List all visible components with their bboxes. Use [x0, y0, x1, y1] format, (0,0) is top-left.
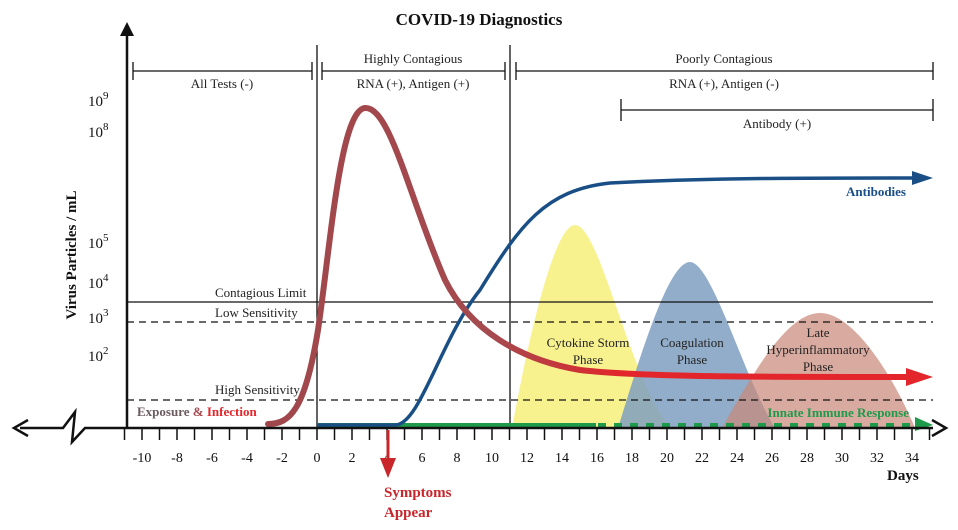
antibodies-arrowhead — [912, 171, 933, 185]
poorly-contagious-tests-label: RNA (+), Antigen (-) — [669, 76, 779, 91]
y-tick-base: 10 — [88, 311, 103, 327]
x-axis-left-arrowhead — [11, 418, 29, 438]
y-tick-base: 10 — [88, 236, 103, 252]
late-phase-label-2: Hyperinflammatory — [766, 342, 870, 357]
low-sensitivity-label: Low Sensitivity — [215, 305, 298, 320]
viral-load-curve — [265, 105, 913, 427]
x-tick-label: -8 — [171, 451, 183, 466]
late-phase-label-1: Late — [806, 325, 829, 340]
symptoms-arrowhead — [380, 458, 396, 478]
y-tick-exponent: 9 — [103, 90, 109, 102]
coagulation-phase-label-2: Phase — [677, 352, 708, 367]
x-tick-label: 6 — [419, 451, 426, 466]
innate-response-label: Innate Immune Response — [767, 405, 909, 420]
x-tick-label: -4 — [241, 451, 253, 466]
coagulation-phase-area — [618, 262, 775, 428]
y-tick-base: 10 — [88, 94, 103, 110]
high-sensitivity-label: High Sensitivity — [215, 382, 300, 397]
x-tick-label: 10 — [485, 451, 499, 466]
x-axis — [20, 407, 933, 446]
x-tick-label: -10 — [133, 451, 152, 466]
y-tick-label: 108 — [88, 121, 109, 141]
exposure-text: Exposure — [137, 404, 190, 419]
y-tick-exponent: 4 — [103, 272, 109, 284]
infection-text: Infection — [207, 404, 258, 419]
poorly-contagious-label: Poorly Contagious — [675, 51, 772, 66]
x-tick-label: 24 — [730, 451, 744, 466]
x-tick-label: 8 — [454, 451, 461, 466]
x-tick-label: 16 — [590, 451, 604, 466]
y-tick-exponent: 2 — [103, 345, 109, 357]
x-tick-label: 2 — [349, 451, 356, 466]
late-phase-label-3: Phase — [803, 359, 834, 374]
symptoms-label-1: Symptoms — [384, 485, 452, 501]
y-tick-label: 109 — [88, 90, 109, 110]
x-tick-label: 18 — [625, 451, 639, 466]
test-brackets — [132, 62, 934, 121]
contagious-limit-label: Contagious Limit — [215, 285, 307, 300]
x-tick-label: 20 — [660, 451, 674, 466]
x-tick-label: 26 — [765, 451, 779, 466]
x-tick-label: 28 — [800, 451, 814, 466]
x-tick-label: 34 — [905, 451, 919, 466]
x-tick-label: 30 — [835, 451, 849, 466]
exposure-label: Exposure & Infection — [137, 404, 257, 419]
y-tick-exponent: 5 — [103, 232, 109, 244]
x-tick-label: 14 — [555, 451, 569, 466]
all-tests-label: All Tests (-) — [191, 76, 253, 91]
cytokine-phase-label-2: Phase — [573, 352, 604, 367]
coagulation-phase-label-1: Coagulation — [660, 335, 724, 350]
x-tick-label: 12 — [520, 451, 534, 466]
x-tick-label: 32 — [870, 451, 884, 466]
late-hyperinflammatory-phase-area — [722, 313, 915, 428]
y-tick-base: 10 — [88, 276, 103, 292]
symptoms-label-2: Appear — [384, 505, 433, 521]
cytokine-phase-label-1: Cytokine Storm — [547, 335, 630, 350]
y-tick-exponent: 8 — [103, 121, 109, 133]
cytokine-storm-phase-area — [512, 225, 670, 428]
antibodies-label: Antibodies — [846, 184, 906, 199]
ampersand-text: & — [193, 404, 204, 419]
y-tick-label: 102 — [88, 345, 109, 365]
x-tick-label: 22 — [695, 451, 709, 466]
antibodies-curve — [317, 176, 916, 427]
highly-contagious-label: Highly Contagious — [364, 51, 463, 66]
diagram-title: COVID-19 Diagnostics — [396, 10, 563, 29]
y-tick-base: 10 — [88, 349, 103, 365]
y-tick-label: 104 — [88, 272, 109, 292]
x-tick-label: -2 — [276, 451, 288, 466]
y-tick-base: 10 — [88, 125, 103, 141]
y-axis-label: Virus Particles / mL — [64, 190, 80, 319]
highly-contagious-tests-label: RNA (+), Antigen (+) — [357, 76, 470, 91]
antibody-label: Antibody (+) — [743, 116, 811, 131]
x-tick-label: 0 — [314, 451, 321, 466]
y-tick-exponent: 3 — [103, 307, 109, 319]
y-axis-arrowhead — [120, 22, 134, 36]
x-tick-label: -6 — [206, 451, 218, 466]
y-tick-label: 105 — [88, 232, 109, 252]
x-axis-label: Days — [887, 468, 919, 484]
x-axis-right-arrowhead — [931, 418, 949, 438]
viral-load-arrowhead — [906, 368, 933, 386]
y-tick-label: 103 — [88, 307, 109, 327]
